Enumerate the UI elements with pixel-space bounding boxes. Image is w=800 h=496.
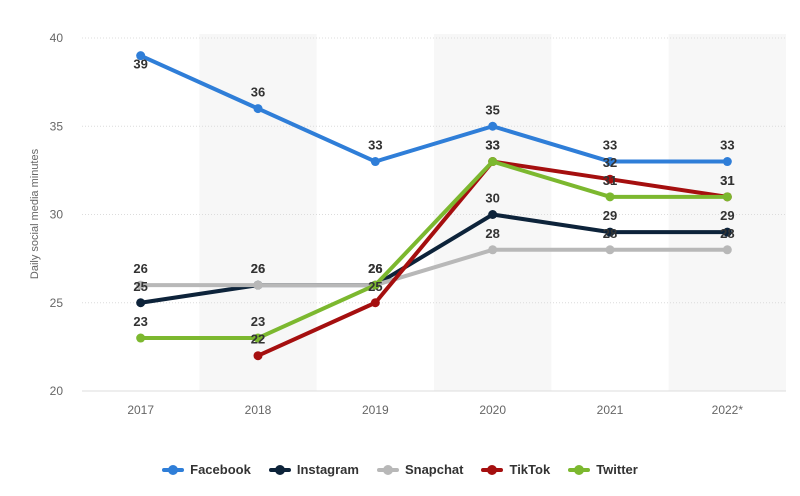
legend-item-tiktok[interactable]: TikTok — [481, 462, 550, 477]
band-2022* — [668, 34, 786, 391]
point-snapchat — [253, 280, 263, 290]
legend-item-instagram[interactable]: Instagram — [268, 462, 359, 477]
point-twitter — [136, 333, 146, 343]
point-tiktok — [605, 174, 615, 184]
point-facebook — [722, 157, 732, 167]
point-facebook — [370, 157, 380, 167]
data-label-tiktok: 25 — [368, 279, 382, 294]
legend: Facebook Instagram Snapchat TikTok Twitter — [0, 462, 800, 477]
x-tick-label: 2021 — [597, 403, 624, 417]
legend-item-snapchat[interactable]: Snapchat — [376, 462, 464, 477]
data-label-twitter: 26 — [368, 261, 382, 276]
data-label-snapchat: 26 — [368, 261, 382, 276]
data-label-twitter: 23 — [133, 314, 147, 329]
data-label-instagram: 26 — [251, 261, 265, 276]
point-facebook — [605, 157, 615, 167]
data-label-snapchat: 26 — [251, 261, 265, 276]
data-label-tiktok: 22 — [251, 332, 265, 347]
data-label-tiktok: 32 — [603, 155, 617, 170]
band-2018 — [199, 34, 317, 391]
data-label-twitter: 33 — [485, 138, 499, 153]
point-twitter — [605, 192, 615, 202]
y-tick-label: 25 — [50, 296, 64, 310]
x-tick-label: 2022* — [712, 403, 744, 417]
point-snapchat — [488, 245, 498, 255]
legend-label: Facebook — [190, 462, 251, 477]
x-tick-label: 2019 — [362, 403, 389, 417]
data-label-facebook: 33 — [720, 138, 734, 153]
point-facebook — [253, 104, 263, 114]
legend-swatch-icon — [268, 463, 291, 477]
series-line-snapchat — [138, 247, 730, 288]
legend-swatch-icon — [162, 463, 185, 477]
x-tick-label: 2020 — [479, 403, 506, 417]
series-line-facebook — [138, 53, 730, 164]
legend-item-facebook[interactable]: Facebook — [162, 462, 251, 477]
x-axis-ticks: 2017 2018 2019 2020 2021 2022* — [127, 403, 743, 417]
legend-swatch-icon — [481, 463, 504, 477]
data-label-facebook: 36 — [251, 85, 265, 100]
legend-label: Twitter — [596, 462, 638, 477]
legend-label: TikTok — [509, 462, 551, 477]
data-label-facebook: 33 — [368, 138, 382, 153]
data-label-facebook: 35 — [485, 102, 499, 117]
legend-swatch-icon — [568, 463, 591, 477]
point-twitter — [488, 157, 498, 167]
point-facebook — [136, 51, 146, 61]
point-twitter — [722, 192, 732, 202]
data-label-instagram: 26 — [368, 261, 382, 276]
data-label-facebook: 39 — [133, 57, 147, 72]
point-snapchat — [136, 280, 146, 290]
data-label-twitter: 23 — [251, 314, 265, 329]
series-lines — [136, 51, 732, 361]
point-instagram — [605, 227, 615, 237]
data-label-facebook: 33 — [603, 138, 617, 153]
y-tick-label: 20 — [50, 384, 64, 398]
series-line-instagram — [138, 212, 730, 305]
x-tick-label: 2018 — [245, 403, 272, 417]
data-label-instagram: 30 — [485, 191, 499, 206]
legend-label: Snapchat — [404, 462, 464, 477]
data-label-instagram: 25 — [133, 279, 147, 294]
point-snapchat — [605, 245, 615, 255]
point-instagram — [488, 210, 498, 219]
data-label-snapchat: 26 — [133, 261, 147, 276]
data-label-snapchat: 28 — [720, 226, 734, 241]
point-twitter — [253, 333, 263, 343]
data-label-instagram: 29 — [720, 208, 734, 223]
data-label-snapchat: 28 — [603, 226, 617, 241]
data-label-twitter: 31 — [603, 173, 617, 188]
y-tick-label: 40 — [50, 31, 64, 45]
legend-swatch-icon — [376, 463, 399, 477]
legend-item-twitter[interactable]: Twitter — [568, 462, 638, 477]
y-axis-label: Daily social media minutes — [29, 148, 41, 279]
y-tick-label: 30 — [50, 208, 64, 222]
legend-label: Instagram — [296, 462, 359, 477]
data-label-instagram: 29 — [603, 208, 617, 223]
point-facebook — [488, 121, 498, 131]
series-line-twitter — [138, 159, 730, 341]
x-tick-label: 2017 — [127, 403, 154, 417]
point-instagram — [136, 298, 146, 308]
data-label-tiktok: 31 — [720, 173, 734, 188]
point-twitter — [370, 280, 380, 290]
point-tiktok — [253, 351, 263, 361]
y-axis-ticks: 20 25 30 35 40 — [50, 31, 64, 398]
gridlines — [82, 37, 786, 392]
data-label-tiktok: 33 — [485, 138, 499, 153]
point-tiktok — [370, 298, 380, 308]
data-label-snapchat: 28 — [485, 226, 499, 241]
point-instagram — [722, 227, 732, 237]
point-snapchat — [722, 245, 732, 255]
y-tick-label: 35 — [50, 119, 64, 133]
data-label-twitter: 31 — [720, 173, 734, 188]
